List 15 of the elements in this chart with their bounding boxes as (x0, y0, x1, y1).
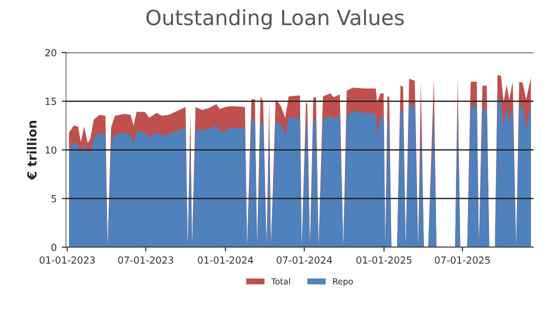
legend-label: Repo (333, 278, 353, 286)
y-tick-label: 10 (46, 146, 56, 154)
y-tick-label: 20 (45, 49, 56, 56)
y-axis-title: € trillion (26, 120, 37, 180)
x-tick-label: 01-01-2023 (40, 256, 95, 264)
legend-label: Total (271, 278, 290, 285)
x-tick-label: 07-01-2023 (118, 256, 174, 264)
chart-title: Outstanding Loan Values (146, 9, 404, 30)
y-tick-label: 15 (46, 98, 56, 106)
x-tick-label: 07-01-2024 (276, 256, 332, 264)
x-tick-label: 07-01-2025 (434, 256, 490, 264)
y-tick-label: 5 (52, 195, 56, 202)
x-tick-label: 01-01-2025 (356, 256, 412, 264)
x-tick-label: 01-01-2024 (198, 256, 254, 264)
y-tick-label: 0 (51, 244, 56, 252)
